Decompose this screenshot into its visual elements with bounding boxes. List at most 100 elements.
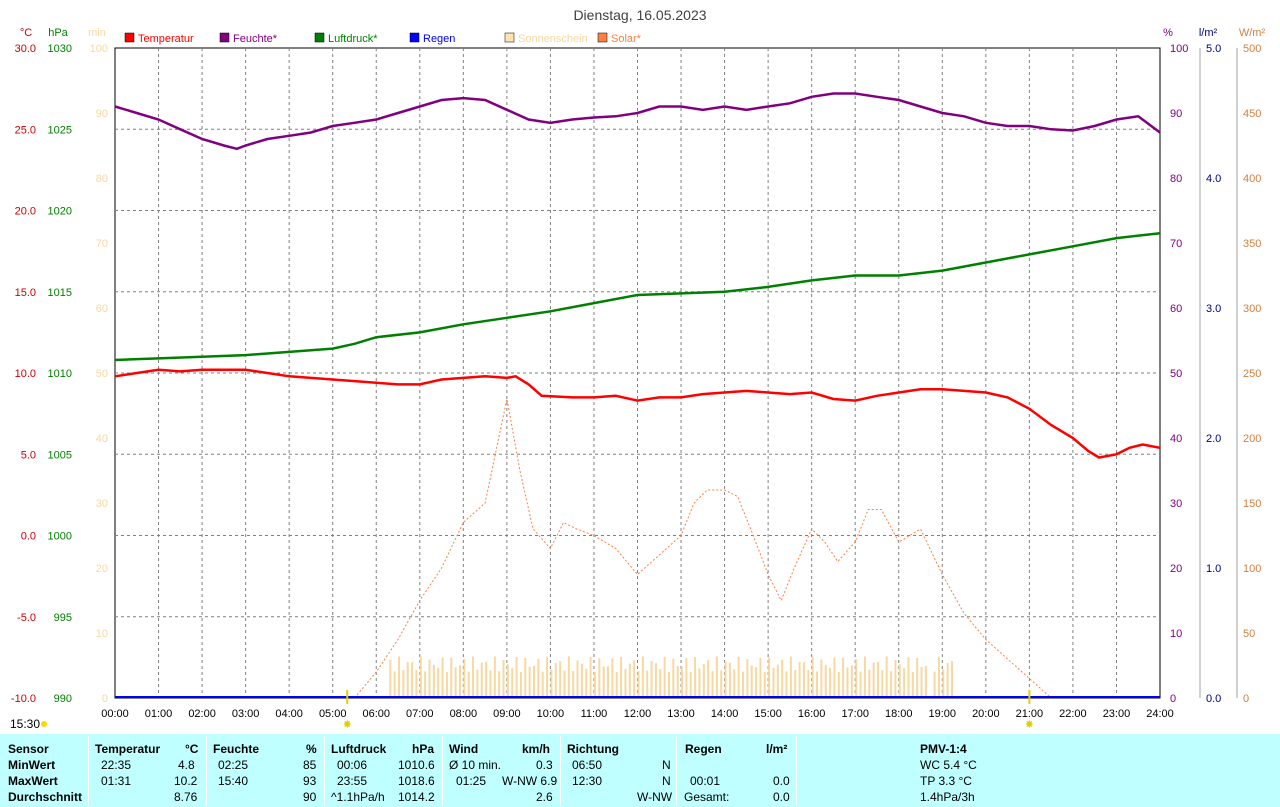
pressure-tick: 1015 <box>48 287 72 299</box>
sunshine-bar <box>611 658 614 698</box>
sunshine-bar <box>707 660 710 698</box>
sunshine-bar <box>489 670 492 698</box>
sun-tick: 0 <box>102 693 108 705</box>
sun-tick: 30 <box>96 498 108 510</box>
sunshine-bar <box>833 657 836 698</box>
hum-max: 93 <box>303 774 317 788</box>
x-tick: 10:00 <box>537 708 565 720</box>
legend-label: Temperatur <box>138 33 194 45</box>
hdr-hum-unit: % <box>306 742 317 756</box>
pressure-tick: 995 <box>54 612 72 624</box>
pressure-tick: 1005 <box>48 449 72 461</box>
sunshine-bar <box>855 659 858 698</box>
sunshine-bar <box>498 671 501 698</box>
sunshine-bar <box>437 667 440 698</box>
sunshine-bar <box>898 664 901 698</box>
sunshine-bar <box>450 657 453 698</box>
wind-r2-val: W-NW 6.9 <box>502 774 558 788</box>
rain-r3-val: 0.0 <box>773 790 790 804</box>
sunshine-bar <box>881 670 884 698</box>
pressure-unit: hPa <box>48 27 68 39</box>
sunshine-bar <box>463 659 466 698</box>
x-tick: 11:00 <box>581 708 608 720</box>
solar-tick: 450 <box>1243 108 1261 120</box>
hdr-pres-unit: hPa <box>412 742 435 756</box>
sunshine-bar <box>951 661 953 698</box>
sunshine-bar <box>685 658 688 698</box>
sunshine-bar <box>807 669 810 698</box>
sunshine-bar <box>911 671 914 698</box>
sunshine-bar <box>676 665 679 698</box>
hum-min-time: 02:25 <box>218 758 249 772</box>
sunshine-bar <box>506 664 509 698</box>
sunshine-bar <box>550 669 553 698</box>
sunshine-bar <box>737 656 740 698</box>
sunshine-bar <box>502 660 505 698</box>
sunshine-bar <box>763 671 766 698</box>
sunshine-bar <box>541 671 544 698</box>
sun-tick: 50 <box>96 368 108 380</box>
x-tick: 03:00 <box>232 708 260 720</box>
sunshine-bar <box>811 656 814 698</box>
hdr-pres: Luftdruck <box>331 742 387 756</box>
sunshine-bar <box>493 656 496 698</box>
humidity-line <box>114 92 1161 151</box>
weather-chart: Dienstag, 16.05.2023 Temperatur Feuchte* Lu… <box>10 7 1265 731</box>
solar-tick: 400 <box>1243 173 1261 185</box>
sunshine-bar <box>432 664 435 698</box>
sunshine-bar <box>946 662 949 698</box>
sunshine-bar <box>476 669 479 698</box>
humidity-tick: 20 <box>1170 563 1182 575</box>
temp-min-time: 22:35 <box>101 758 132 772</box>
now-sun-icon <box>41 721 47 727</box>
sunshine-bar <box>768 657 771 698</box>
sunshine-bar <box>720 670 723 698</box>
sunshine-bar <box>654 663 657 698</box>
pres-trend: ^1.1hPa/h <box>331 790 385 804</box>
sunshine-bar <box>794 670 797 698</box>
sunshine-bar <box>863 656 866 698</box>
pressure-tick: 1020 <box>48 206 72 218</box>
x-tick: 24:00 <box>1146 708 1174 720</box>
sunshine-bar <box>411 662 414 698</box>
sunshine-bar <box>533 665 535 698</box>
temp-tick: 25.0 <box>15 124 36 136</box>
hdr-sensor: Sensor <box>8 742 49 756</box>
pmv-tp: TP 3.3 °C <box>920 774 972 788</box>
solar-tick: 250 <box>1243 368 1261 380</box>
row-max: MaxWert <box>8 774 58 788</box>
stats-table: Sensor MinWert MaxWert Durchschnitt Temp… <box>0 734 1280 807</box>
sunshine-bar <box>580 663 583 698</box>
wind-r2-time: 01:25 <box>456 774 487 788</box>
x-tick: 22:00 <box>1059 708 1087 720</box>
x-tick: 05:00 <box>319 708 347 720</box>
legend-label: Feuchte* <box>233 33 278 45</box>
sunshine-bar <box>890 671 893 698</box>
temp-tick: 0.0 <box>21 531 36 543</box>
pressure-tick: 1030 <box>48 43 72 55</box>
humidity-tick: 30 <box>1170 498 1182 510</box>
temp-unit: °C <box>20 27 32 39</box>
x-tick: 19:00 <box>929 708 957 720</box>
sunshine-bar <box>837 671 840 698</box>
sunshine-bar <box>937 656 940 698</box>
dir-r2-time: 12:30 <box>572 774 603 788</box>
sunshine-bar <box>781 659 784 698</box>
rain-tick: 5.0 <box>1206 43 1221 55</box>
x-tick: 18:00 <box>885 708 913 720</box>
sunshine-bar <box>511 668 514 698</box>
pressure-line <box>114 231 1161 362</box>
hum-min: 85 <box>303 758 317 772</box>
sunshine-bar <box>598 658 601 698</box>
pmv-trend: 1.4hPa/3h <box>920 790 975 804</box>
sunshine-bar <box>842 657 845 698</box>
solar-tick: 200 <box>1243 433 1261 445</box>
sunshine-bar <box>868 669 871 698</box>
sunshine-bar <box>537 658 540 698</box>
temp-max: 10.2 <box>174 774 198 788</box>
sunshine-bar <box>724 661 727 698</box>
sunshine-bar <box>933 671 936 698</box>
sun-tick: 100 <box>90 43 108 55</box>
sunshine-bar <box>458 665 461 698</box>
sun-tick: 70 <box>96 238 108 250</box>
